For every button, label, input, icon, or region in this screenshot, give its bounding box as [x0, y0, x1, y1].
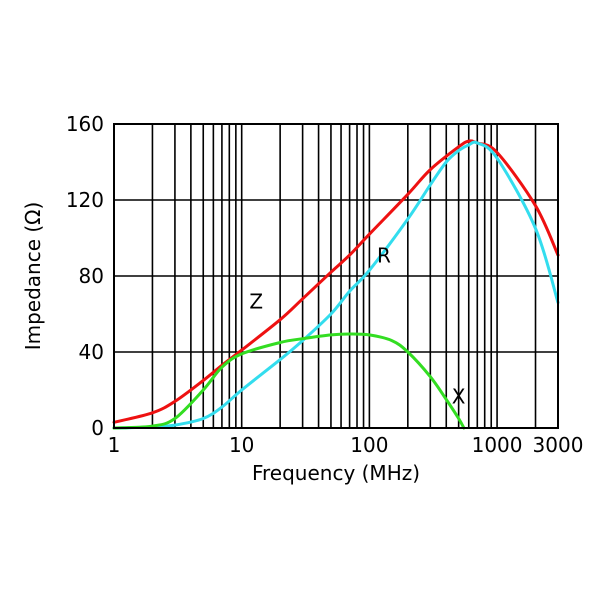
- x-tick-label: 10: [229, 433, 254, 457]
- y-axis-title: Impedance (Ω): [21, 202, 45, 351]
- y-tick-label: 80: [79, 264, 104, 288]
- x-axis-title: Frequency (MHz): [252, 461, 420, 485]
- curve-labels: Z R X: [249, 244, 465, 409]
- plot-frame: [113, 123, 559, 429]
- curves: [112, 139, 560, 430]
- series-line-r: [112, 140, 560, 430]
- curve-label-x: X: [452, 384, 466, 408]
- x-tick-label: 1: [108, 433, 121, 457]
- tick-labels: 1 10 100 1000 3000 0 40 80 120 160: [66, 112, 584, 457]
- x-tick-label: 1000: [472, 433, 523, 457]
- curve-label-z: Z: [249, 289, 263, 313]
- y-tick-label: 40: [79, 340, 104, 364]
- y-tick-label: 0: [91, 416, 104, 440]
- series-line-x: [112, 332, 466, 430]
- grid: [114, 124, 558, 428]
- x-tick-label: 100: [350, 433, 388, 457]
- y-tick-label: 120: [66, 188, 104, 212]
- curve-label-r: R: [377, 244, 391, 268]
- y-tick-label: 160: [66, 112, 104, 136]
- x-tick-label: 3000: [533, 433, 584, 457]
